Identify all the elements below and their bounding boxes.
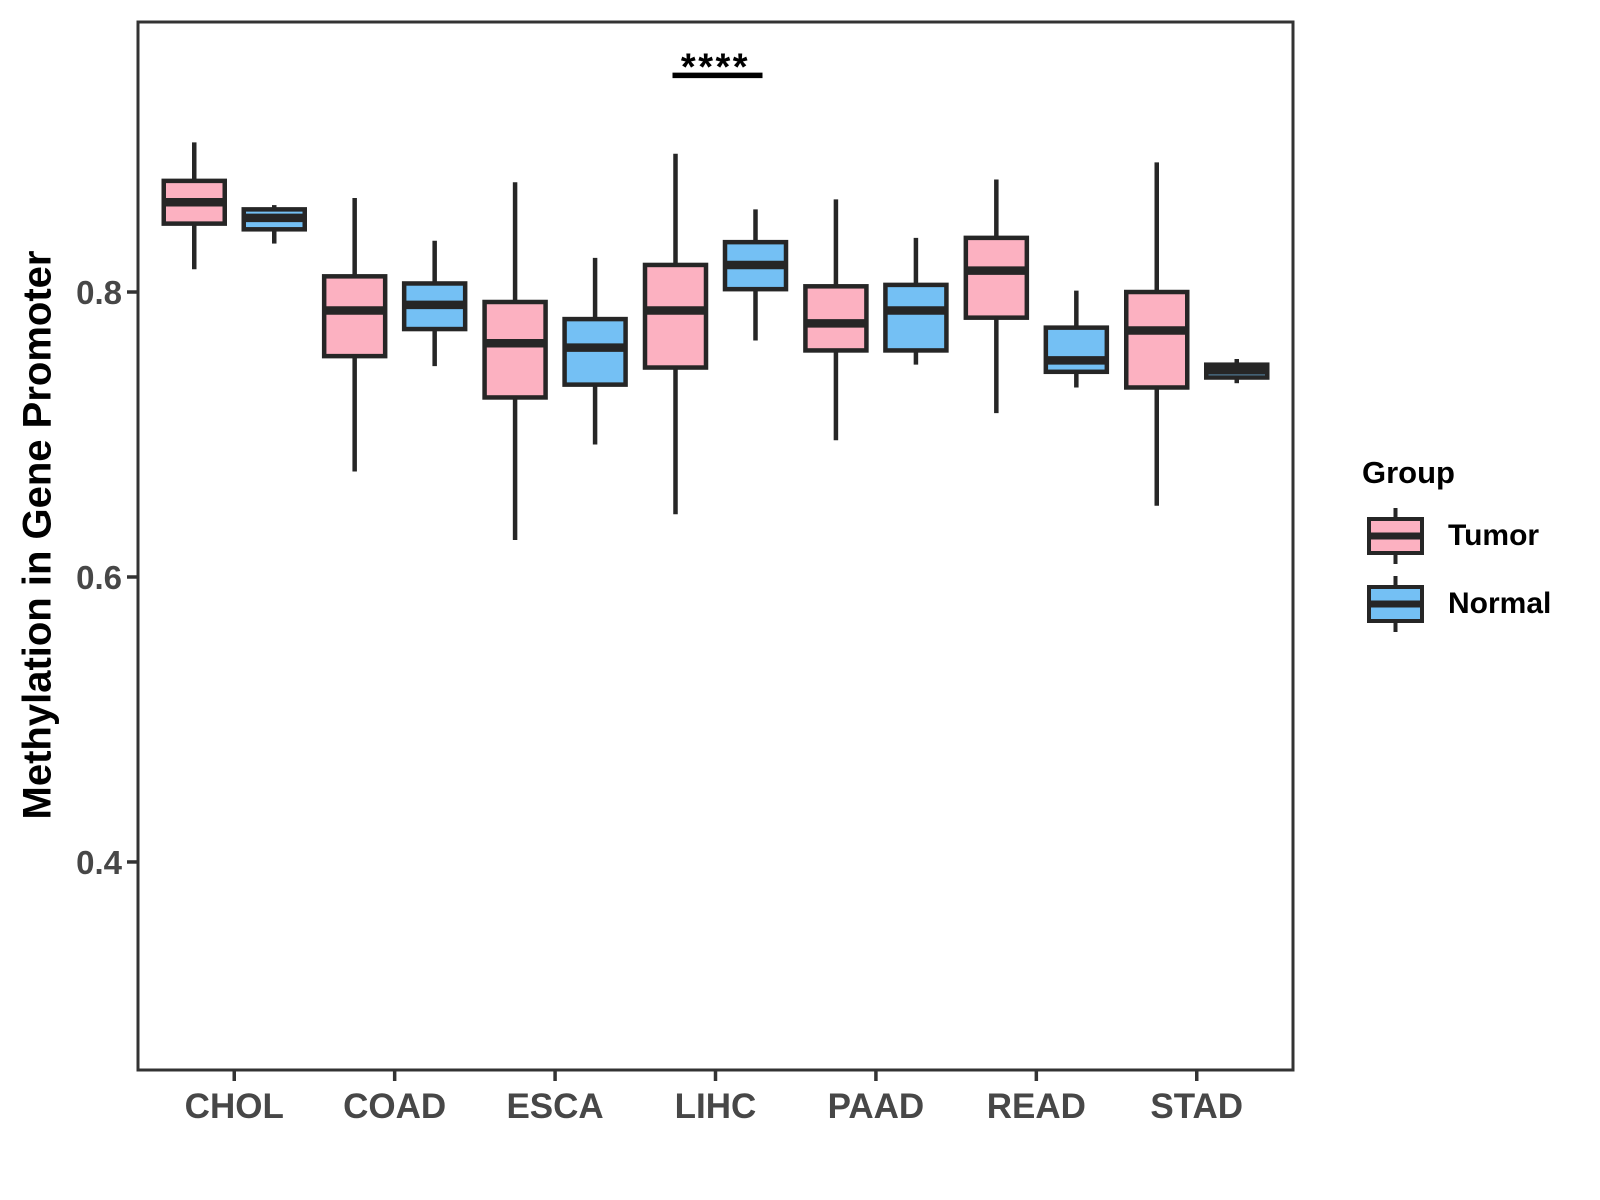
- box-Tumor-STAD: [1124, 289, 1190, 390]
- legend-title: Group: [1362, 455, 1455, 490]
- legend-label-normal: Normal: [1448, 587, 1552, 620]
- box-Tumor-LIHC: [642, 262, 709, 370]
- legend-label-tumor: Tumor: [1448, 519, 1540, 552]
- x-tick-label-LIHC: LIHC: [675, 1087, 757, 1126]
- box-Normal-ESCA: [562, 316, 628, 387]
- y-tick-label-0.6: 0.6: [76, 559, 122, 596]
- x-tick-label-READ: READ: [987, 1087, 1086, 1126]
- box-Tumor-PAAD: [803, 284, 869, 353]
- y-tick-label-0.4: 0.4: [76, 844, 123, 881]
- x-tick-label-PAAD: PAAD: [828, 1087, 925, 1126]
- x-tick-label-CHOL: CHOL: [185, 1087, 284, 1126]
- box-Tumor-COAD: [321, 274, 388, 359]
- y-axis-title: Methylation in Gene Promoter: [15, 250, 60, 820]
- plot-panel-border: [136, 20, 1295, 1072]
- significance-asterisks: ****: [681, 46, 750, 88]
- x-tick-label-COAD: COAD: [343, 1087, 446, 1126]
- box-Tumor-ESCA: [482, 299, 548, 400]
- box-Normal-READ: [1043, 325, 1110, 375]
- y-tick-label-0.8: 0.8: [76, 274, 122, 311]
- x-tick-label-ESCA: ESCA: [506, 1087, 603, 1126]
- x-tick-label-STAD: STAD: [1150, 1087, 1243, 1126]
- box-Tumor-READ: [963, 235, 1030, 320]
- box-Normal-PAAD: [883, 282, 949, 353]
